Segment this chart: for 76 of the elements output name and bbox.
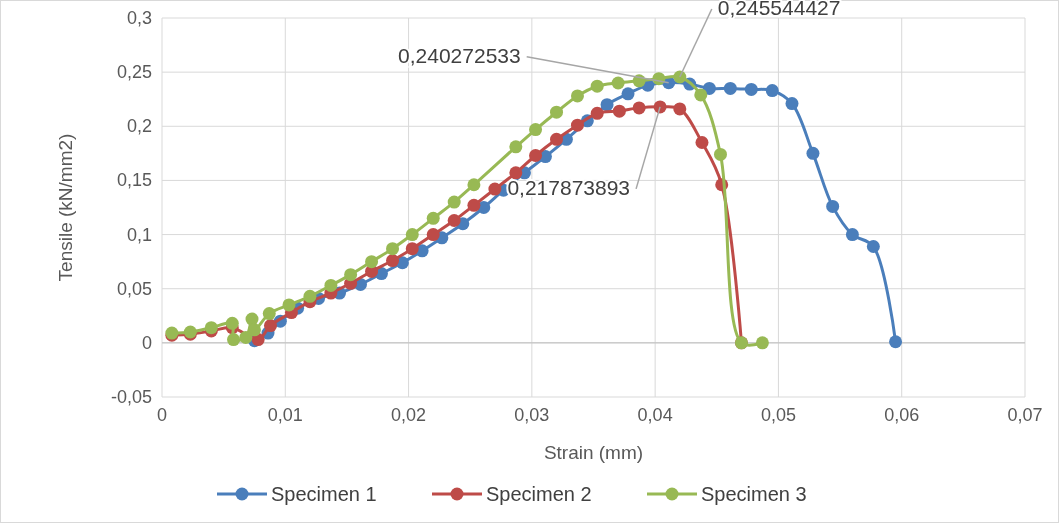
y-tick-label: 0,05 (116, 278, 152, 299)
point (590, 106, 604, 120)
point (245, 312, 259, 326)
x-axis-title: Strain (mm) (543, 442, 644, 463)
point (467, 178, 481, 192)
point (611, 76, 625, 90)
y-tick-label: 0,25 (116, 62, 152, 83)
point (621, 87, 635, 101)
point (488, 182, 502, 196)
legend-label: Specimen 2 (486, 483, 592, 505)
point (600, 98, 614, 112)
point (247, 323, 261, 337)
x-tick-label: 0,03 (514, 405, 550, 425)
point (467, 198, 481, 212)
point (227, 333, 241, 347)
point (845, 228, 859, 242)
point (262, 307, 276, 321)
y-tick-label: 0,15 (116, 170, 152, 191)
point (365, 255, 379, 269)
x-tick-label: 0,06 (884, 405, 920, 425)
y-tick-label: 0,2 (126, 116, 152, 137)
point (303, 289, 317, 303)
point (866, 239, 880, 253)
point (239, 330, 253, 344)
x-tick-label: 0,05 (760, 405, 796, 425)
point (702, 81, 716, 95)
y-axis-title: Tensile (kN/mm2) (55, 133, 76, 282)
point (509, 140, 523, 154)
point (386, 242, 400, 256)
point (263, 319, 277, 333)
point (806, 146, 820, 160)
x-tick-label: 0,04 (637, 405, 673, 425)
point (632, 101, 646, 115)
point (695, 136, 709, 150)
y-tick-label: 0,1 (126, 224, 152, 245)
point (426, 228, 440, 242)
point (785, 97, 799, 111)
point (405, 242, 419, 256)
point (765, 84, 779, 98)
point (550, 105, 564, 119)
point (225, 316, 239, 330)
x-tick-label: 0,02 (391, 405, 427, 425)
point (282, 298, 296, 312)
point (509, 166, 523, 180)
x-tick-label: 0 (156, 405, 168, 425)
point (713, 147, 727, 161)
point (889, 335, 903, 349)
point (570, 89, 584, 103)
point (723, 81, 737, 95)
point (694, 88, 708, 102)
y-tick-label: -0,05 (110, 387, 152, 407)
annotation: 0,240272533 (398, 43, 521, 67)
point (744, 82, 758, 96)
point (386, 254, 400, 268)
point (755, 336, 769, 350)
annotation: 0,245544427 (717, 0, 841, 20)
point (570, 118, 584, 132)
y-tick-label: 0 (141, 332, 152, 353)
point (673, 102, 687, 116)
point (612, 104, 626, 118)
point (529, 149, 543, 163)
legend-label: Specimen 3 (701, 483, 807, 505)
point (590, 79, 604, 93)
legend-label: Specimen 1 (271, 483, 377, 505)
y-tick-label: 0,3 (126, 8, 152, 28)
point (529, 123, 543, 137)
point (324, 278, 338, 292)
point (426, 211, 440, 225)
x-tick-label: 0,01 (267, 405, 303, 425)
point (550, 132, 564, 146)
point (344, 268, 358, 282)
x-tick-label: 0,07 (1007, 405, 1043, 425)
point (447, 195, 461, 209)
point (826, 199, 840, 213)
point (447, 213, 461, 227)
point (405, 228, 419, 242)
